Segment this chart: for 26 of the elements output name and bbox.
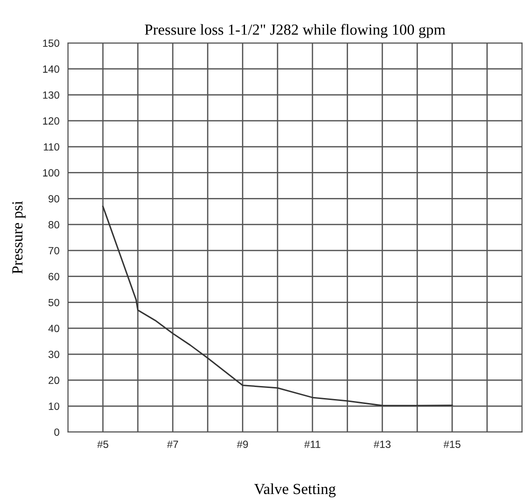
x-tick-label: #5: [97, 440, 108, 448]
y-tick-label: 30: [48, 350, 60, 358]
y-tick-label: 10: [48, 402, 60, 410]
y-tick-label: 150: [43, 40, 60, 47]
y-tick-label: 0: [54, 428, 60, 436]
y-tick-label: 120: [43, 117, 60, 125]
chart-title: Pressure loss 1-1/2" J282 while flowing 100 gpm: [144, 24, 446, 38]
y-tick-label: 110: [44, 143, 60, 151]
y-tick-label: 50: [48, 298, 60, 306]
x-tick-label: #9: [236, 440, 248, 448]
x-tick-label: #11: [304, 440, 320, 448]
y-tick-label: 40: [48, 324, 60, 332]
x-tick-label: #13: [374, 440, 391, 448]
y-tick-label: 140: [43, 65, 60, 73]
x-tick-label: #7: [167, 440, 178, 448]
y-tick-label: 80: [48, 221, 60, 228]
y-axis-title: Pressure psi: [12, 201, 26, 274]
y-tick-label: 60: [48, 272, 60, 280]
y-tick-label: 100: [43, 169, 60, 177]
y-tick-label: 20: [48, 376, 60, 384]
y-tick-label: 70: [48, 246, 60, 254]
y-tick-label: 90: [48, 195, 60, 202]
line-series: [102, 206, 453, 406]
x-axis-title: Valve Setting: [254, 483, 336, 498]
y-tick-label: 130: [43, 91, 60, 99]
x-tick-label: #15: [444, 440, 460, 448]
